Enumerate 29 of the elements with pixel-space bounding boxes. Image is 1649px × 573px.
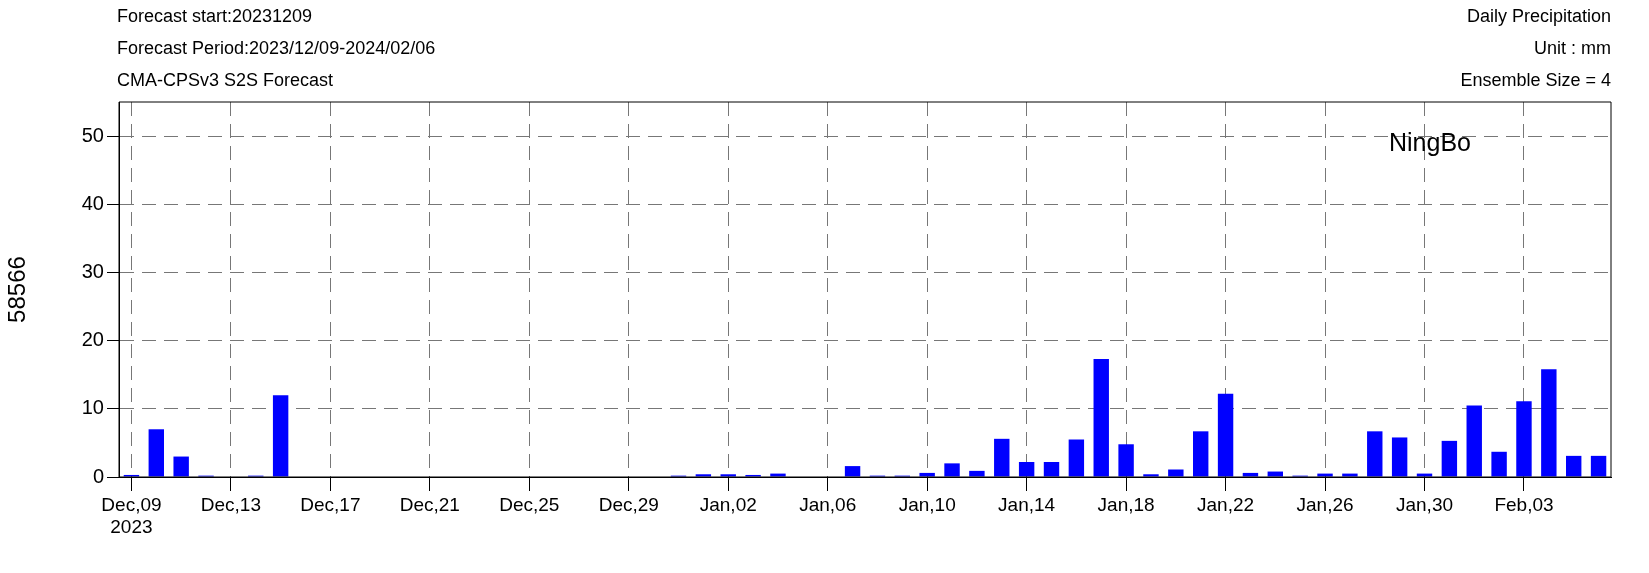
x-tick-label: Jan,02 <box>699 493 757 515</box>
y-tick-label: 50 <box>81 123 104 146</box>
x-tick-label: Dec,17 <box>300 493 361 515</box>
y-tick-label: 30 <box>81 259 104 282</box>
chart-title: Daily Precipitation <box>1466 6 1611 27</box>
x-tick-label: Jan,22 <box>1197 493 1255 515</box>
x-tick-label: Jan,18 <box>1097 493 1155 515</box>
text: Forecast start:20231209 <box>117 6 313 27</box>
x-tick-label: Dec,13 <box>200 493 261 515</box>
annotation: NingBo <box>1389 128 1471 157</box>
x-tick-label: Jan,10 <box>898 493 956 515</box>
x-tick-label: Feb,03 <box>1494 493 1554 515</box>
y-tick-label: 10 <box>81 396 104 419</box>
text: Forecast Period:2023/12/09-2024/02/06 <box>117 38 436 59</box>
text: Ensemble Size = 4 <box>1460 70 1611 91</box>
x-tick-label: Jan,06 <box>799 493 857 515</box>
text: Unit : mm <box>1533 38 1611 59</box>
y-tick-label: 20 <box>81 328 104 351</box>
x-tick-label: Dec,09 2023 <box>101 493 162 538</box>
text: CMA-CPSv3 S2S Forecast <box>117 70 334 91</box>
y-tick-label: 40 <box>81 191 104 214</box>
x-tick-label: Dec,21 <box>399 493 460 515</box>
y-axis-title: 58566 <box>3 256 31 323</box>
y-tick-label: 0 <box>92 464 104 487</box>
x-tick-label: Dec,25 <box>499 493 560 515</box>
x-tick-label: Dec,29 <box>598 493 659 515</box>
x-tick-label: Jan,14 <box>998 493 1056 515</box>
x-tick-label: Jan,30 <box>1395 493 1454 515</box>
x-tick-label: Jan,26 <box>1296 493 1354 515</box>
